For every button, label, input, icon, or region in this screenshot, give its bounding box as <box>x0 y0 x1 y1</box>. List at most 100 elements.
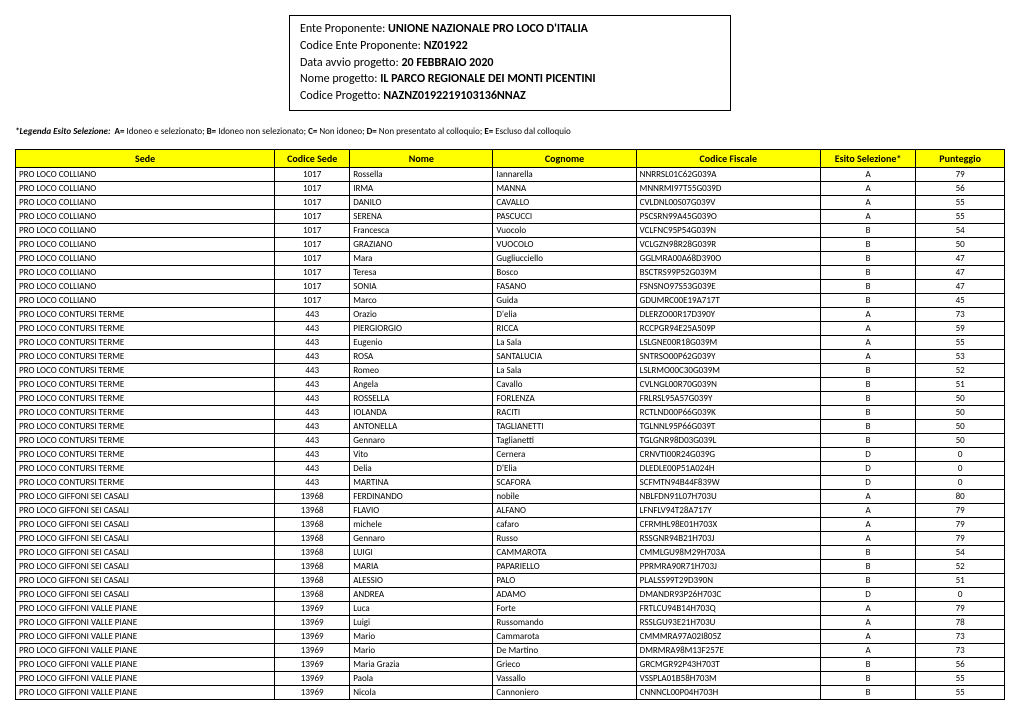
table-cell: 0 <box>916 475 1005 489</box>
table-cell: PLALSS99T29D390N <box>636 573 820 587</box>
table-cell: SCAFORA <box>493 475 636 489</box>
table-cell: RICCA <box>493 321 636 335</box>
table-row: PRO LOCO COLLIANO1017FrancescaVuocoloVCL… <box>16 223 1005 237</box>
table-cell: Maria Grazia <box>350 657 493 671</box>
table-cell: Bosco <box>493 265 636 279</box>
table-cell: PRO LOCO COLLIANO <box>16 181 275 195</box>
table-cell: PRO LOCO COLLIANO <box>16 167 275 181</box>
table-cell: CFRMHL98E01H703X <box>636 517 820 531</box>
table-cell: PRO LOCO COLLIANO <box>16 251 275 265</box>
table-body: PRO LOCO COLLIANO1017RossellaIannarellaN… <box>16 167 1005 699</box>
table-row: PRO LOCO COLLIANO1017SONIAFASANOFSNSNO97… <box>16 279 1005 293</box>
table-cell: VUOCOLO <box>493 237 636 251</box>
table-cell: 443 <box>275 475 350 489</box>
table-cell: Cammarota <box>493 629 636 643</box>
table-row: PRO LOCO GIFFONI VALLE PIANE13969MarioCa… <box>16 629 1005 643</box>
table-cell: ANDREA <box>350 587 493 601</box>
table-cell: PRO LOCO GIFFONI SEI CASALI <box>16 489 275 503</box>
table-cell: PRO LOCO CONTURSI TERME <box>16 391 275 405</box>
table-cell: CMMLGU98M29H703A <box>636 545 820 559</box>
table-row: PRO LOCO GIFFONI SEI CASALI13968GennaroR… <box>16 531 1005 545</box>
table-cell: Luca <box>350 601 493 615</box>
info-codice-progetto: Codice Progetto: NAZNZ0192219103136NNAZ <box>300 88 720 105</box>
table-cell: 79 <box>916 517 1005 531</box>
legend-e-text: Escluso dal colloquio <box>493 126 571 137</box>
table-cell: Rossella <box>350 167 493 181</box>
table-row: PRO LOCO COLLIANO1017IRMAMANNAMNNRMI97T5… <box>16 181 1005 195</box>
table-cell: 1017 <box>275 181 350 195</box>
table-cell: IRMA <box>350 181 493 195</box>
table-cell: ROSA <box>350 349 493 363</box>
table-cell: D <box>820 587 915 601</box>
table-row: PRO LOCO CONTURSI TERME443OrazioD'eliaDL… <box>16 307 1005 321</box>
table-cell: SERENA <box>350 209 493 223</box>
table-cell: A <box>820 307 915 321</box>
table-cell: PRO LOCO COLLIANO <box>16 279 275 293</box>
table-cell: PRO LOCO CONTURSI TERME <box>16 433 275 447</box>
table-cell: 79 <box>916 167 1005 181</box>
table-cell: 47 <box>916 279 1005 293</box>
table-row: PRO LOCO CONTURSI TERME443VitoCerneraCRN… <box>16 447 1005 461</box>
table-cell: PRO LOCO GIFFONI VALLE PIANE <box>16 643 275 657</box>
table-cell: A <box>820 531 915 545</box>
table-row: PRO LOCO GIFFONI SEI CASALI13968MARIAPAP… <box>16 559 1005 573</box>
table-row: PRO LOCO GIFFONI SEI CASALI13968ALESSIOP… <box>16 573 1005 587</box>
table-cell: PRO LOCO COLLIANO <box>16 237 275 251</box>
table-cell: PRO LOCO CONTURSI TERME <box>16 475 275 489</box>
col-codice-fiscale: Codice Fiscale <box>636 149 820 167</box>
table-cell: ROSSELLA <box>350 391 493 405</box>
info-nome-progetto: Nome progetto: IL PARCO REGIONALE DEI MO… <box>300 71 720 88</box>
table-cell: RCCPGR94E25A509P <box>636 321 820 335</box>
table-cell: 51 <box>916 377 1005 391</box>
table-cell: Gugliucciello <box>493 251 636 265</box>
table-cell: PRO LOCO CONTURSI TERME <box>16 377 275 391</box>
info-codice-progetto-label: Codice Progetto: <box>300 89 381 103</box>
table-cell: 47 <box>916 251 1005 265</box>
legend-d-code: D= <box>367 126 377 137</box>
table-cell: 443 <box>275 335 350 349</box>
table-cell: 13969 <box>275 643 350 657</box>
table-row: PRO LOCO CONTURSI TERME443AngelaCavalloC… <box>16 377 1005 391</box>
table-row: PRO LOCO GIFFONI SEI CASALI13968ANDREAAD… <box>16 587 1005 601</box>
table-cell: A <box>820 181 915 195</box>
table-cell: 443 <box>275 433 350 447</box>
table-cell: 47 <box>916 265 1005 279</box>
table-cell: B <box>820 405 915 419</box>
table-cell: SCFMTN94B44F839W <box>636 475 820 489</box>
legend-b-code: B= <box>207 126 217 137</box>
results-table: Sede Codice Sede Nome Cognome Codice Fis… <box>15 149 1005 700</box>
table-cell: La Sala <box>493 363 636 377</box>
table-cell: Russomando <box>493 615 636 629</box>
table-cell: A <box>820 503 915 517</box>
table-cell: GGLMRA00A68D390O <box>636 251 820 265</box>
table-cell: FRTLCU94B14H703Q <box>636 601 820 615</box>
table-cell: Grieco <box>493 657 636 671</box>
table-cell: B <box>820 545 915 559</box>
info-ente-value: UNIONE NAZIONALE PRO LOCO D'ITALIA <box>388 22 588 36</box>
table-row: PRO LOCO COLLIANO1017MarcoGuidaGDUMRC00E… <box>16 293 1005 307</box>
table-cell: 13968 <box>275 559 350 573</box>
table-cell: MARIA <box>350 559 493 573</box>
table-cell: PRO LOCO GIFFONI SEI CASALI <box>16 573 275 587</box>
table-cell: A <box>820 629 915 643</box>
table-cell: A <box>820 335 915 349</box>
table-cell: B <box>820 419 915 433</box>
table-cell: RACITI <box>493 405 636 419</box>
table-cell: BSCTRS99P52G039M <box>636 265 820 279</box>
table-cell: A <box>820 615 915 629</box>
legend-d-text: Non presentato al colloquio; <box>377 126 485 137</box>
table-cell: PRO LOCO CONTURSI TERME <box>16 447 275 461</box>
table-cell: 13969 <box>275 657 350 671</box>
table-cell: CAVALLO <box>493 195 636 209</box>
table-cell: ALESSIO <box>350 573 493 587</box>
table-row: PRO LOCO GIFFONI VALLE PIANE13969MarioDe… <box>16 643 1005 657</box>
table-cell: PRO LOCO GIFFONI VALLE PIANE <box>16 657 275 671</box>
table-cell: 45 <box>916 293 1005 307</box>
table-cell: PRO LOCO COLLIANO <box>16 223 275 237</box>
col-punteggio: Punteggio <box>916 149 1005 167</box>
table-cell: 55 <box>916 335 1005 349</box>
table-cell: PRO LOCO COLLIANO <box>16 195 275 209</box>
table-cell: La Sala <box>493 335 636 349</box>
table-cell: FERDINANDO <box>350 489 493 503</box>
table-cell: Forte <box>493 601 636 615</box>
